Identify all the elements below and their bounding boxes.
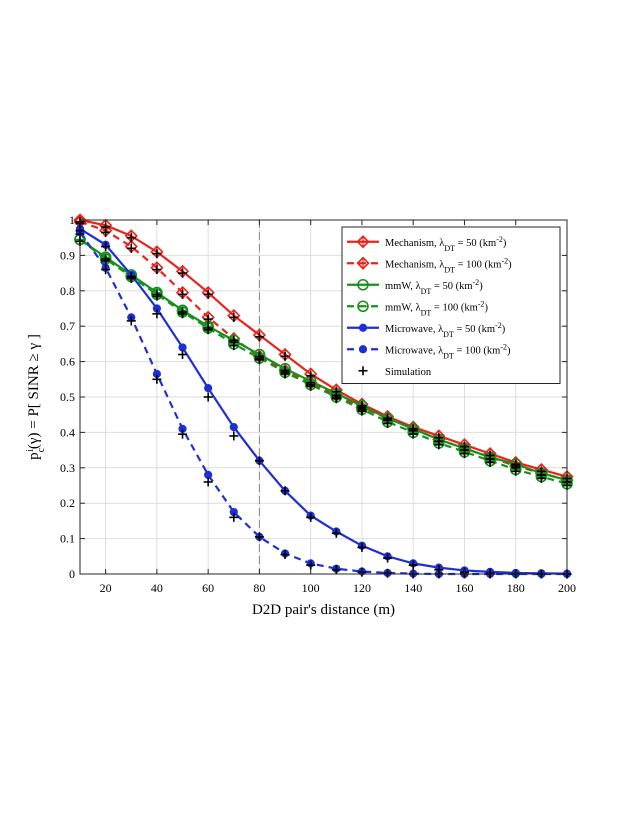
dot-marker bbox=[358, 323, 368, 332]
ylabel-sup: i bbox=[25, 449, 36, 452]
legend-label-prefix: mmW, λ bbox=[385, 302, 422, 313]
ylabel-p: p bbox=[26, 452, 42, 460]
legend-label-mid: = 100 (km bbox=[454, 345, 500, 356]
legend-label-prefix: Microwave, λ bbox=[385, 324, 444, 335]
legend-label-mid: = 50 (km bbox=[431, 281, 472, 292]
legend: Mechanism, λDT = 50 (km-2)Mechanism, λDT… bbox=[341, 226, 561, 384]
legend-box bbox=[341, 226, 561, 384]
legend-label-sub: DT bbox=[421, 286, 432, 295]
legend-entry-2: mmW, λDT = 50 (km-2) bbox=[347, 277, 483, 295]
x-axis-title: D2D pair's distance (m) bbox=[252, 602, 395, 618]
legend-label-prefix: Mechanism, λ bbox=[385, 238, 445, 249]
dot-marker bbox=[358, 345, 368, 354]
legend-label-sup: -2 bbox=[478, 299, 485, 308]
dot-marker bbox=[204, 384, 213, 393]
legend-label: Mechanism, λDT = 50 (km-2) bbox=[385, 234, 507, 252]
x-tick-label: 120 bbox=[353, 581, 371, 595]
x-tick-label: 140 bbox=[404, 581, 422, 595]
dot-marker bbox=[178, 343, 187, 352]
series-line bbox=[79, 227, 568, 575]
legend-label-prefix: Mechanism, λ bbox=[385, 259, 445, 270]
legend-label-sub: DT bbox=[443, 351, 454, 360]
legend-label-prefix: Microwave, λ bbox=[385, 345, 444, 356]
legend-label: mmW, λDT = 100 (km-2) bbox=[385, 299, 488, 317]
legend-label-sub: DT bbox=[444, 265, 455, 274]
legend-label-sub: DT bbox=[444, 243, 455, 252]
legend-label-sup: -2 bbox=[500, 342, 507, 351]
y-tick-label: 0.1 bbox=[60, 532, 75, 546]
legend-label-mid: = 50 (km bbox=[455, 238, 496, 249]
dot-marker bbox=[204, 470, 213, 479]
y-tick-label: 0.7 bbox=[60, 319, 75, 333]
legend-label: mmW, λDT = 50 (km-2) bbox=[385, 277, 483, 295]
y-axis-title: pci(γ) = P[ SINR ≥ γ ] bbox=[25, 334, 47, 460]
ylabel-sub: c bbox=[36, 447, 47, 452]
simulation-series-0 bbox=[75, 217, 572, 483]
legend-label-sup: -2 bbox=[496, 234, 503, 243]
legend-label-suffix: ) bbox=[507, 345, 511, 356]
legend-label-suffix: ) bbox=[479, 281, 483, 292]
legend-label: Mechanism, λDT = 100 (km-2) bbox=[385, 256, 512, 274]
x-tick-label: 200 bbox=[558, 581, 576, 595]
legend-entry-5: Microwave, λDT = 100 (km-2) bbox=[347, 342, 511, 360]
y-tick-label: 0.3 bbox=[60, 461, 75, 475]
legend-label-mid: = 100 (km bbox=[455, 259, 501, 270]
x-tick-label: 180 bbox=[507, 581, 525, 595]
legend-entry-1: Mechanism, λDT = 100 (km-2) bbox=[347, 256, 512, 274]
x-tick-label: 100 bbox=[302, 581, 320, 595]
x-tick-label: 40 bbox=[151, 581, 163, 595]
y-tick-label: 0.5 bbox=[60, 390, 75, 404]
axes: 20 40 60 80 100 120 140 160 180 200 0 0.1 0.2 0.3 0.4 0… bbox=[60, 213, 576, 595]
legend-label-sup: -2 bbox=[501, 256, 508, 265]
legend-label-sub: DT bbox=[421, 308, 432, 317]
y-tick-label: 0.6 bbox=[60, 355, 75, 369]
legend-label-sup: -2 bbox=[473, 277, 480, 286]
legend-label-prefix: mmW, λ bbox=[385, 281, 422, 292]
y-tick-label: 0 bbox=[69, 567, 75, 581]
legend-label-suffix: ) bbox=[508, 259, 512, 270]
legend-label-suffix: ) bbox=[502, 324, 506, 335]
legend-label-sup: -2 bbox=[495, 320, 502, 329]
y-tick-label: 0.9 bbox=[60, 248, 75, 262]
legend-label-mid: = 100 (km bbox=[431, 302, 477, 313]
legend-entry-0: Mechanism, λDT = 50 (km-2) bbox=[347, 234, 507, 252]
legend-label: Microwave, λDT = 100 (km-2) bbox=[385, 342, 511, 360]
x-tick-label: 80 bbox=[253, 581, 265, 595]
legend-entry-3: mmW, λDT = 100 (km-2) bbox=[347, 299, 488, 317]
legend-label-mid: = 50 (km bbox=[454, 324, 495, 335]
legend-entry-4: Microwave, λDT = 50 (km-2) bbox=[347, 320, 506, 338]
y-tick-label: 0.8 bbox=[60, 284, 75, 298]
x-tick-label: 160 bbox=[455, 581, 473, 595]
legend-label-suffix: ) bbox=[484, 302, 488, 313]
dot-marker bbox=[229, 422, 238, 432]
legend-label: Microwave, λDT = 50 (km-2) bbox=[385, 320, 506, 338]
y-tick-label: 1 bbox=[69, 213, 75, 227]
legend-label-sub: DT bbox=[443, 329, 454, 338]
y-tick-label: 0.2 bbox=[60, 496, 75, 510]
x-tick-label: 20 bbox=[100, 581, 112, 595]
legend-label: Simulation bbox=[385, 367, 432, 378]
y-tick-label: 0.4 bbox=[60, 425, 75, 439]
legend-entry-6: Simulation bbox=[358, 366, 432, 378]
x-tick-label: 60 bbox=[202, 581, 214, 595]
legend-label-suffix: ) bbox=[503, 238, 507, 249]
ylabel-rest: (γ) = P[ SINR ≥ γ ] bbox=[26, 334, 42, 449]
